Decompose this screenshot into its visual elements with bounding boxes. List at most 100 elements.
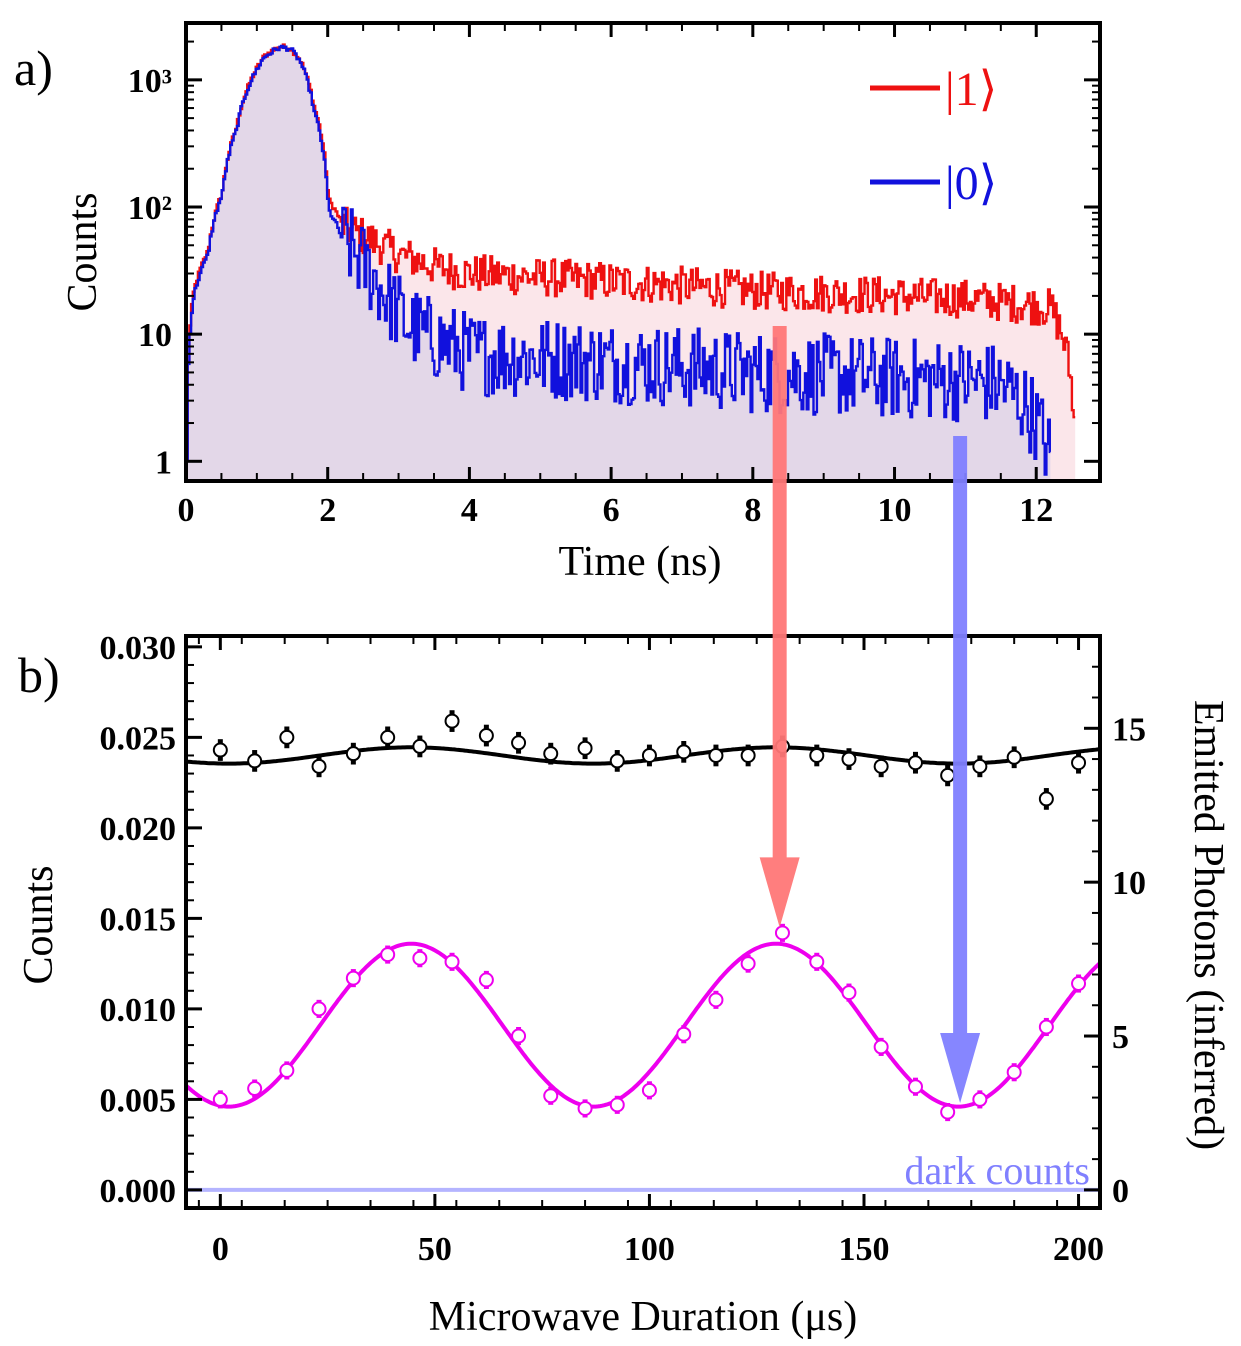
data-point-1-1 [247, 1081, 263, 1097]
data-point-1-19 [841, 985, 857, 1001]
b-y2tick-label: 15 [1112, 711, 1146, 748]
fit-curve-0 [185, 745, 1101, 766]
b-ytick-label: 0.015 [100, 901, 177, 938]
a-xtick-label-0: 0 [178, 492, 195, 529]
panel-a-fills [186, 44, 1076, 481]
data-point-0-11 [577, 740, 593, 756]
panel-b-y2label: Emitted Photons (inferred) [1185, 700, 1231, 1150]
series-1-fill [186, 46, 1051, 481]
panel-b-ticks: 0 50 100 150 2000.0000.0050.0100.0150.0200.0… [100, 630, 1147, 1268]
data-point-0-6 [412, 738, 428, 754]
series-1-line [186, 44, 1051, 476]
data-point-0-20 [873, 758, 889, 774]
panel-b-frame [184, 634, 1102, 1210]
data-point-0-21 [907, 755, 923, 771]
legend: |1⟩ |0⟩ [870, 63, 997, 210]
b-xtick-label: 150 [838, 1231, 889, 1268]
data-point-1-15 [708, 992, 724, 1008]
a-ytick-label: 10 [138, 317, 172, 354]
data-point-1-22 [940, 1104, 956, 1120]
data-point-0-8 [478, 728, 494, 744]
data-point-1-16 [740, 956, 756, 972]
a-xtick-label-8: 8 [744, 492, 761, 529]
data-point-0-16 [740, 747, 756, 763]
a-xtick-label-2: 2 [319, 492, 336, 529]
data-point-0-19 [841, 751, 857, 767]
dark-counts-label: dark counts [904, 1148, 1090, 1193]
b-y2tick-label: 5 [1112, 1019, 1129, 1056]
legend-label-0: |0⟩ [945, 157, 997, 210]
b-ytick-label: 0.010 [100, 992, 177, 1029]
connecting-arrows [759, 326, 981, 1104]
red-arrow [759, 326, 800, 928]
data-point-0-12 [609, 753, 625, 769]
data-point-0-2 [279, 729, 295, 745]
panel-a-frame [184, 21, 1102, 483]
panel-a-ticks: 0 2 4 6 8 10 12 1 10 10² 10³ [128, 23, 1100, 529]
data-point-0-10 [543, 746, 559, 762]
data-point-0-26 [1071, 755, 1087, 771]
data-point-1-11 [577, 1100, 593, 1116]
data-point-0-23 [972, 758, 988, 774]
data-point-1-8 [478, 972, 494, 988]
data-point-0-4 [345, 746, 361, 762]
b-y2tick-label: 0 [1112, 1173, 1129, 1210]
a-ytick-label: 1 [155, 444, 172, 481]
legend-label-1: |1⟩ [945, 63, 997, 116]
data-point-1-5 [380, 947, 396, 963]
data-point-0-13 [641, 747, 657, 763]
a-ytick-label: 10³ [128, 63, 172, 100]
data-point-0-22 [940, 767, 956, 783]
data-point-1-13 [641, 1082, 657, 1098]
panel-a-label: a) [14, 40, 53, 96]
b-ytick-label: 0.000 [100, 1173, 177, 1210]
a-xtick-label-12: 12 [1019, 492, 1053, 529]
b-ytick-label: 0.025 [100, 720, 177, 757]
a-xtick-label-10: 10 [878, 492, 912, 529]
data-point-0-1 [247, 753, 263, 769]
a-ytick-label: 10² [128, 190, 172, 227]
data-point-0-5 [380, 729, 396, 745]
panel-a-lines [186, 43, 1076, 476]
panel-a: a) 0 2 4 6 8 10 12 1 10 10² 10³ Time (ns) Counts |… [14, 21, 1102, 585]
panel-b-points [212, 710, 1087, 1122]
data-point-1-17 [774, 925, 790, 941]
b-ytick-label: 0.030 [100, 630, 177, 667]
data-point-0-18 [809, 747, 825, 763]
panel-a-ylabel: Counts [60, 192, 106, 311]
series-0-line [186, 43, 1076, 462]
data-point-1-2 [279, 1062, 295, 1078]
data-point-1-0 [212, 1091, 228, 1107]
b-xtick-label: 0 [212, 1231, 229, 1268]
data-point-0-0 [212, 742, 228, 758]
panel-b-xlabel: Microwave Duration (μs) [429, 1294, 857, 1340]
data-point-0-9 [511, 735, 527, 751]
blue-arrow [940, 436, 981, 1104]
b-ytick-label: 0.020 [100, 811, 177, 848]
data-point-1-20 [873, 1039, 889, 1055]
panel-b: b) dark counts 0 50 100 150 2000.0000.0050.0… [16, 630, 1231, 1340]
b-ytick-label: 0.005 [100, 1082, 177, 1119]
data-point-1-12 [609, 1097, 625, 1113]
b-xtick-label: 100 [624, 1231, 675, 1268]
data-point-1-21 [907, 1079, 923, 1095]
a-xtick-label-6: 6 [603, 492, 620, 529]
data-point-0-25 [1038, 791, 1054, 807]
data-point-0-14 [676, 744, 692, 760]
data-point-0-24 [1006, 749, 1022, 765]
data-point-1-18 [809, 954, 825, 970]
data-point-1-24 [1006, 1064, 1022, 1080]
data-point-1-7 [444, 954, 460, 970]
a-xtick-label-4: 4 [461, 492, 478, 529]
panel-b-ylabel: Counts [16, 865, 62, 984]
panel-b-label: b) [18, 647, 60, 703]
panel-a-xlabel: Time (ns) [559, 539, 722, 585]
data-point-1-9 [511, 1028, 527, 1044]
b-xtick-label: 200 [1053, 1231, 1104, 1268]
data-point-0-7 [444, 713, 460, 729]
b-y2tick-label: 10 [1112, 865, 1146, 902]
data-point-0-3 [311, 758, 327, 774]
data-point-1-25 [1038, 1019, 1054, 1035]
b-xtick-label: 50 [418, 1231, 452, 1268]
